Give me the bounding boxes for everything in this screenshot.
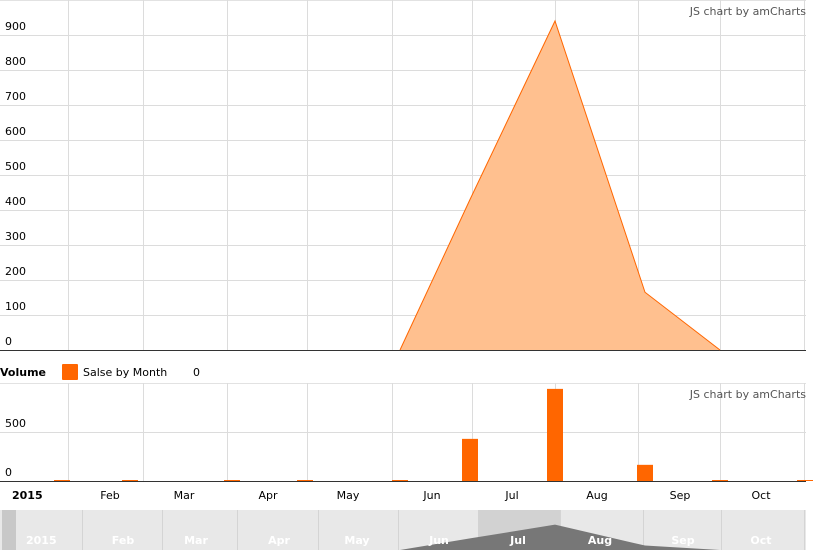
legend-title: Volume: [0, 366, 46, 379]
chart-credit[interactable]: JS chart by amCharts: [689, 5, 806, 18]
scrollbar-month-label: May: [344, 534, 369, 547]
price-y-tick-label: 800: [5, 55, 26, 68]
scrollbar-area-shape: [400, 524, 720, 550]
scrollbar-month-label: Oct: [750, 534, 771, 547]
month-label: Jul: [504, 489, 518, 502]
price-area-series[interactable]: [399, 19, 721, 351]
scrollbar-month-label: Mar: [184, 534, 208, 547]
price-y-tick-label: 400: [5, 195, 26, 208]
month-labels: Feb Mar Apr May Jun Jul Aug Sep Oct: [100, 489, 771, 502]
price-y-tick-label: 0: [5, 335, 12, 348]
month-label: Jun: [422, 489, 440, 502]
chart-scrollbar[interactable]: 2015 Feb Mar Apr May Jun Jul Aug Sep Oct: [0, 510, 822, 550]
month-label: Feb: [100, 489, 119, 502]
scrollbar-month-label: Jun: [428, 534, 449, 547]
legend: Volume Salse by Month 0: [0, 364, 200, 380]
month-label: Mar: [174, 489, 195, 502]
volume-bar: [712, 480, 728, 481]
volume-bars[interactable]: [54, 388, 813, 481]
scrollbar-right-edge: [806, 510, 822, 550]
volume-y-tick-label: 500: [5, 417, 26, 430]
price-y-tick-label: 500: [5, 160, 26, 173]
month-label: Aug: [586, 489, 607, 502]
price-y-tick-label: 300: [5, 230, 26, 243]
volume-y-tick-label: 0: [5, 466, 12, 479]
price-y-tick-label: 900: [5, 20, 26, 33]
month-label: May: [337, 489, 360, 502]
axis-year-label: 2015: [12, 489, 43, 502]
scrollbar-month-label: Feb: [112, 534, 135, 547]
volume-bar: [462, 438, 478, 481]
volume-bar: [224, 480, 240, 481]
month-label: Apr: [258, 489, 278, 502]
price-y-axis: 0 100 200 300 400 500 600 700 800 900: [5, 20, 26, 348]
price-grid: [0, 0, 806, 351]
volume-bar: [297, 480, 313, 481]
scrollbar-month-labels: Feb Mar Apr May Jun Jul Aug Sep Oct: [112, 534, 772, 547]
scrollbar-background[interactable]: [0, 510, 806, 550]
legend-series-label[interactable]: Salse by Month: [83, 366, 167, 379]
volume-bar: [797, 480, 813, 481]
volume-bar: [547, 388, 563, 481]
date-axis: 2015 Feb Mar Apr May Jun Jul Aug Sep Oct: [12, 489, 771, 502]
price-y-tick-label: 100: [5, 300, 26, 313]
price-area-line: [399, 19, 721, 351]
legend-swatch[interactable]: [62, 364, 78, 380]
volume-bar: [122, 480, 138, 481]
month-label: Oct: [751, 489, 771, 502]
price-y-tick-label: 600: [5, 125, 26, 138]
volume-bar: [637, 464, 653, 481]
scrollbar-month-label: Apr: [268, 534, 290, 547]
volume-grid: [0, 383, 806, 482]
scrollbar-month-label: Aug: [588, 534, 612, 547]
scrollbar-left-grip[interactable]: [2, 510, 16, 550]
price-y-tick-label: 200: [5, 265, 26, 278]
month-label: Sep: [670, 489, 691, 502]
volume-bar: [392, 480, 408, 481]
scrollbar-year-label: 2015: [26, 534, 57, 547]
price-area-fill: [400, 21, 720, 350]
scrollbar-month-label: Jul: [509, 534, 526, 547]
scrollbar-month-label: Sep: [671, 534, 694, 547]
volume-y-axis: 0 500: [5, 417, 26, 479]
legend-value: 0: [193, 366, 200, 379]
volume-bar: [54, 480, 70, 481]
scrollbar-area-series: [400, 524, 720, 550]
price-panel: 0 100 200 300 400 500 600 700 800 900 JS chart by…: [0, 0, 806, 351]
volume-panel: 0 500 JS chart by amCharts: [0, 383, 813, 482]
chart-credit-volume[interactable]: JS chart by amCharts: [689, 388, 806, 401]
price-y-tick-label: 700: [5, 90, 26, 103]
